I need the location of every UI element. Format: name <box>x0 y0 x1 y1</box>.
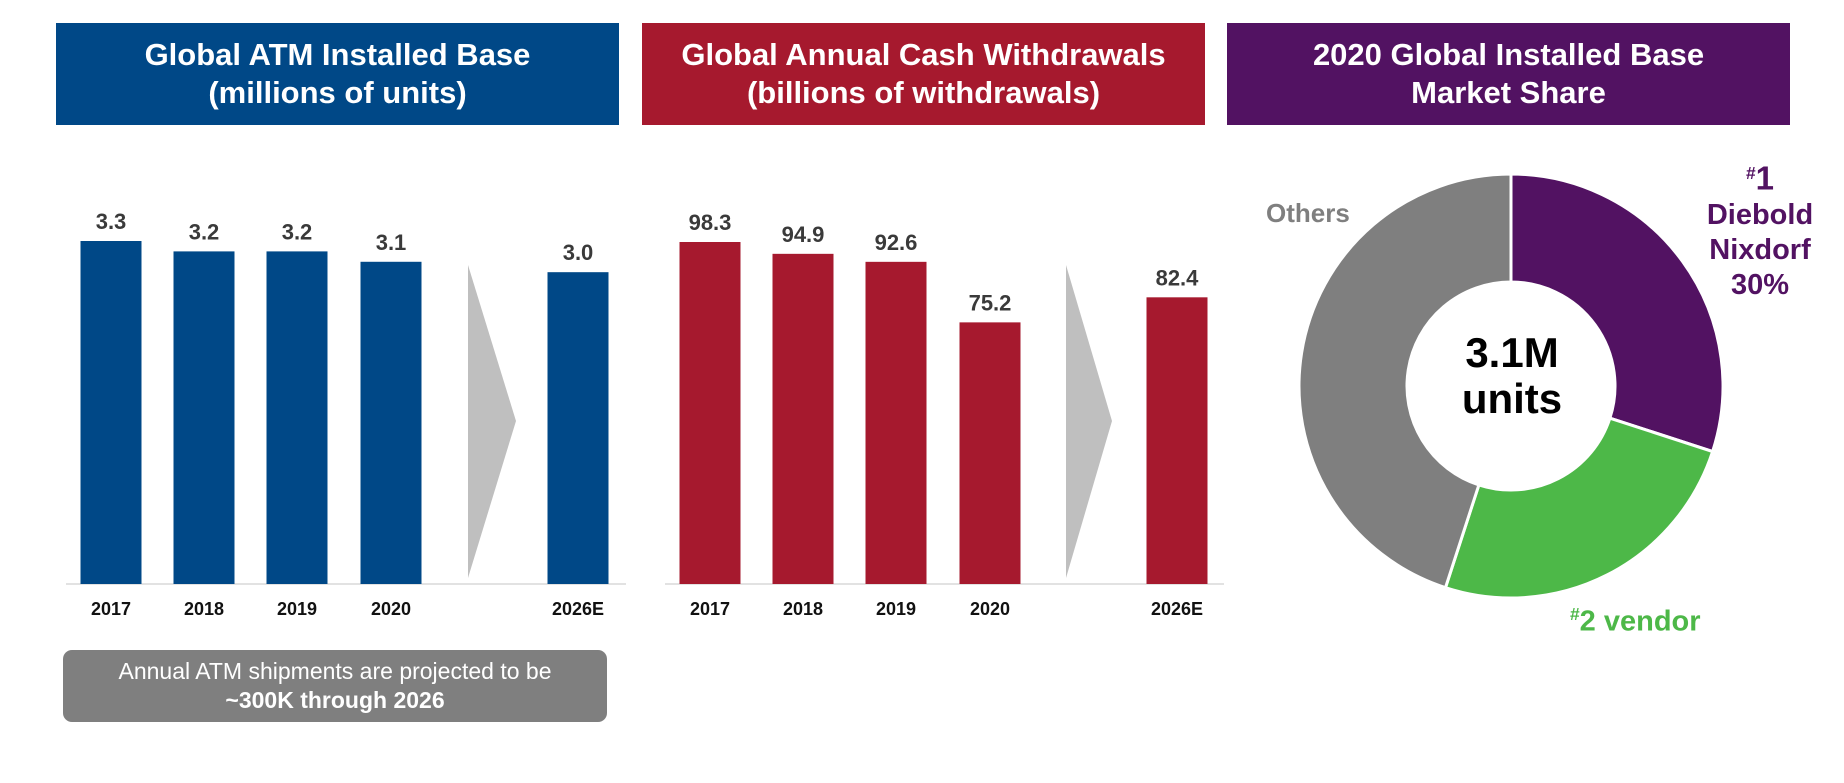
bar-2026E <box>547 272 609 584</box>
bar-value-label: 3.2 <box>282 219 313 244</box>
rank-number: 2 <box>1579 605 1596 638</box>
note-line-1: Annual ATM shipments are projected to be <box>118 658 552 684</box>
bar-2026E <box>1146 297 1208 584</box>
header-line-1: Global Annual Cash Withdrawals <box>681 37 1166 72</box>
header-line-2: (millions of units) <box>208 75 467 110</box>
donut-slice-others <box>1297 172 1513 590</box>
category-label: 2020 <box>371 599 411 619</box>
center-value: 3.1M <box>1465 329 1559 376</box>
vendor-name: vendor <box>1603 605 1701 638</box>
panel-header-installed-base: Global ATM Installed Base (millions of u… <box>56 23 619 125</box>
vendor-name-line-1: Diebold <box>1706 199 1814 232</box>
header-line-1: 2020 Global Installed Base <box>1312 37 1705 72</box>
vendor-name-line-2: Nixdorf <box>1709 234 1811 267</box>
forecast-arrow-shape <box>1066 265 1112 578</box>
panel-header-market-share: 2020 Global Installed Base Market Share <box>1227 23 1790 125</box>
donut-slice-2-vendor <box>1443 416 1715 600</box>
bar-2020 <box>360 261 422 584</box>
bar-value-label: 92.6 <box>875 230 918 255</box>
bar-value-label: 3.0 <box>563 240 594 265</box>
center-unit: units <box>1461 375 1563 422</box>
note-line-2: ~300K through 2026 <box>225 687 445 713</box>
bar-value-label: 3.2 <box>189 219 220 244</box>
rank-hash: # <box>1570 604 1580 624</box>
header-line-1: Global ATM Installed Base <box>144 37 531 72</box>
bar-2017 <box>679 242 741 584</box>
bar-2019 <box>865 261 927 584</box>
bar-value-label: 98.3 <box>689 210 732 235</box>
category-label: 2018 <box>184 599 224 619</box>
category-label: 2018 <box>783 599 823 619</box>
bar-2018 <box>173 251 235 585</box>
category-label: 2019 <box>876 599 916 619</box>
bar-value-label: 75.2 <box>969 290 1012 315</box>
category-label: 2019 <box>277 599 317 619</box>
rank-hash: # <box>1745 163 1756 183</box>
category-label: 2017 <box>91 599 131 619</box>
category-label: 2017 <box>690 599 730 619</box>
rank-one: #1 <box>1680 156 1840 198</box>
bar-value-label: 3.3 <box>96 209 127 234</box>
others-label: Others <box>1266 198 1350 229</box>
forecast-arrow-shape <box>468 265 516 578</box>
donut-center-label: 3.1M units <box>1412 330 1612 422</box>
bar-value-label: 3.1 <box>376 230 407 255</box>
vendor-share: 30% <box>1730 269 1790 302</box>
rank-number: 1 <box>1755 159 1775 197</box>
donut-slice-diebold-nixdorf <box>1509 172 1725 454</box>
others-label-text: Others <box>1266 198 1350 228</box>
shipments-note: Annual ATM shipments are projected to be… <box>63 650 607 722</box>
second-vendor-label: #2 vendor <box>1570 604 1701 638</box>
header-line-2: (billions of withdrawals) <box>746 75 1101 110</box>
bar-value-label: 94.9 <box>782 222 825 247</box>
bar-2018 <box>772 253 834 584</box>
diebold-nixdorf-label: #1 Diebold Nixdorf 30% <box>1680 156 1840 303</box>
bar-2019 <box>266 251 328 585</box>
bar-value-label: 82.4 <box>1156 265 1200 290</box>
panel-header-cash-withdrawals: Global Annual Cash Withdrawals (billions… <box>642 23 1205 125</box>
bar-2017 <box>80 241 142 584</box>
category-label: 2020 <box>970 599 1010 619</box>
header-line-2: Market Share <box>1411 75 1606 110</box>
category-label: 2026E <box>552 599 604 619</box>
category-label: 2026E <box>1151 599 1203 619</box>
bar-2020 <box>959 322 1021 584</box>
